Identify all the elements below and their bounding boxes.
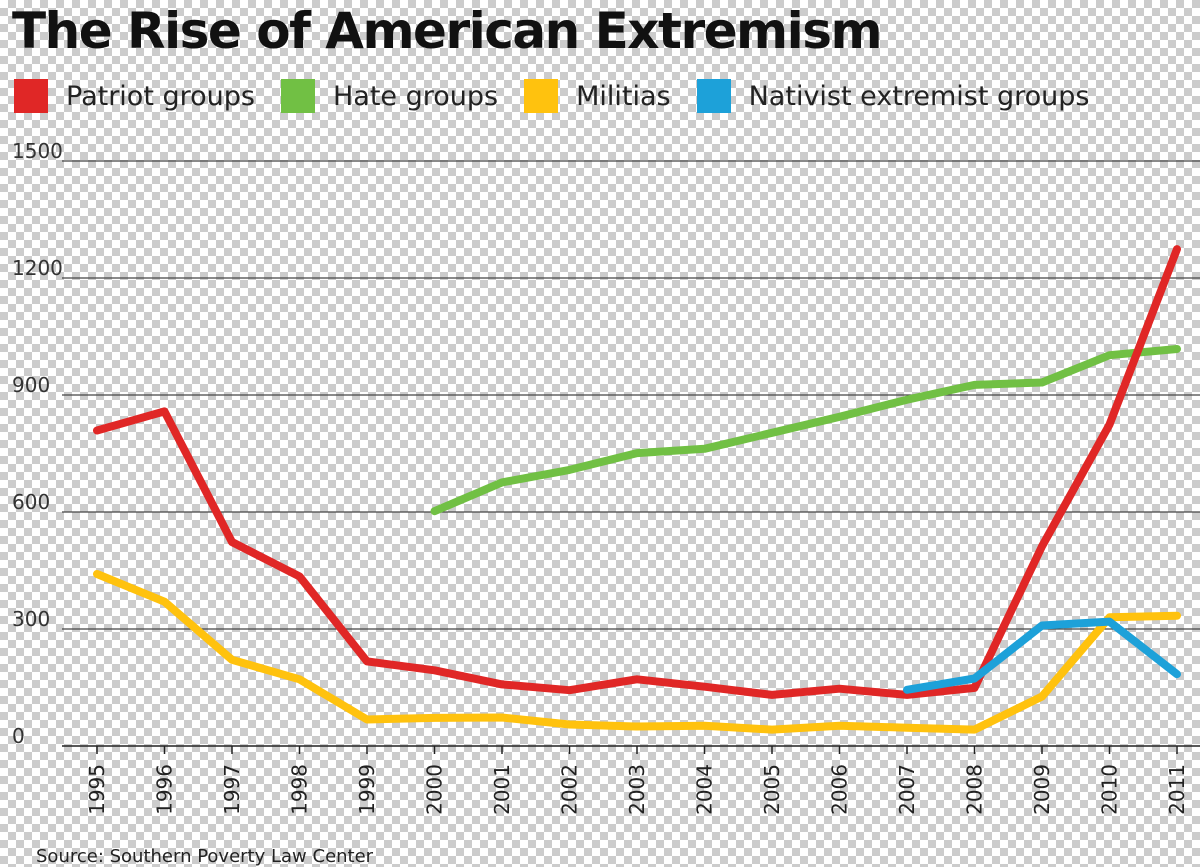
x-tick-label-2000: 2000 [423,764,447,815]
x-tick-label-1996: 1996 [153,764,177,815]
y-tick-label-300: 300 [12,607,50,631]
x-tick-label-2010: 2010 [1098,764,1122,815]
legend-item-nativist: Nativist extremist groups [696,79,1090,113]
x-tick-label-2009: 2009 [1030,764,1054,815]
legend: Patriot groups Hate groups Militias Nati… [14,78,1116,114]
x-tick-label-2007: 2007 [895,764,919,815]
source-note: Source: Southern Poverty Law Center [36,846,374,867]
y-tick-label-900: 900 [12,373,50,397]
y-tick-label-0: 0 [12,724,25,748]
legend-item-militias: Militias [524,79,671,113]
legend-label-militias: Militias [576,80,671,112]
legend-swatch-patriot [14,79,48,113]
chart-title: The Rise of American Extremism [12,2,883,60]
x-tick-label-2004: 2004 [693,764,717,815]
x-tick-label-2001: 2001 [490,764,514,815]
x-tick-label-2006: 2006 [828,764,852,815]
x-tick-label-1997: 1997 [220,764,244,815]
legend-label-patriot: Patriot groups [66,80,255,112]
series-line-patriot [93,245,1181,699]
x-tick-label-1995: 1995 [85,764,109,815]
legend-item-patriot: Patriot groups [14,79,255,113]
legend-swatch-hate [280,79,315,113]
y-tick-label-1200: 1200 [12,256,63,280]
legend-item-hate: Hate groups [280,79,499,113]
x-tick-label-1998: 1998 [288,764,312,815]
x-tick-label-2005: 2005 [760,764,784,815]
legend-swatch-nativist [696,79,731,113]
x-tick-label-2003: 2003 [625,764,649,815]
legend-swatch-militias [524,79,559,113]
legend-label-nativist: Nativist extremist groups [748,80,1090,112]
series-line-nativist [903,617,1181,694]
y-tick-label-1500: 1500 [12,139,63,163]
x-tick-label-1999: 1999 [355,764,379,815]
legend-label-hate: Hate groups [332,80,499,112]
y-tick-label-600: 600 [12,490,50,514]
x-tick-label-2011: 2011 [1165,764,1189,815]
series-line-militias [93,570,1181,734]
series-line-hate [430,345,1181,516]
x-tick-label-2008: 2008 [963,764,987,815]
x-tick-label-2002: 2002 [558,764,582,815]
